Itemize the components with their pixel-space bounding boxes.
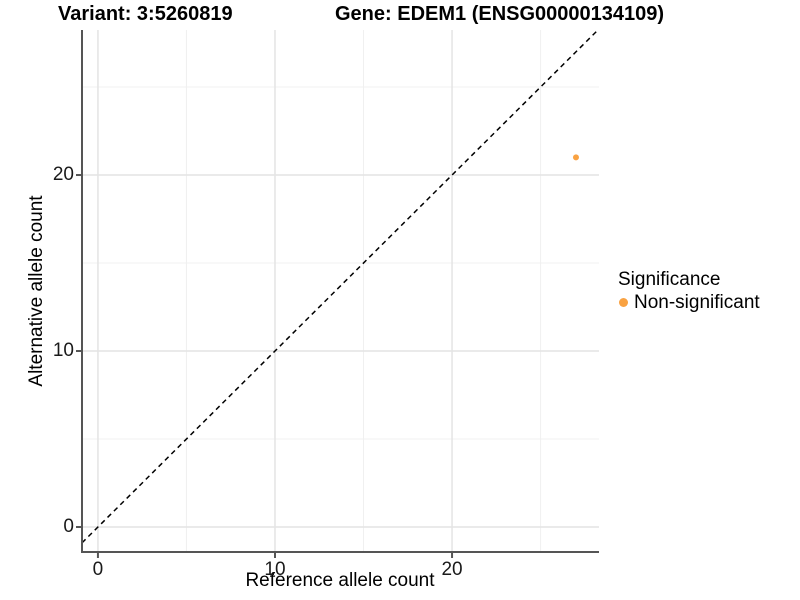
plot-title-variant: Variant: 3:5260819	[58, 3, 233, 25]
plot-title-gene: Gene: EDEM1 (ENSG00000134109)	[335, 3, 665, 25]
y-tick-label: 0	[63, 516, 74, 537]
x-tick-label: 0	[92, 559, 104, 580]
legend-item-non-significant: Non-significant	[618, 291, 760, 314]
x-tick-label: 20	[441, 559, 463, 580]
legend-marker-dot-icon	[619, 298, 628, 307]
data-point	[572, 154, 579, 161]
identity-dashed-line	[81, 29, 599, 544]
legend-item-label: Non-significant	[634, 292, 760, 313]
legend: Significance Non-significant	[618, 268, 760, 314]
y-tick-label: 10	[52, 340, 74, 361]
x-tick-label: 10	[264, 559, 286, 580]
y-tick-label: 20	[52, 164, 74, 186]
legend-title: Significance	[618, 269, 721, 290]
x-axis-title: Reference allele count	[245, 570, 435, 591]
